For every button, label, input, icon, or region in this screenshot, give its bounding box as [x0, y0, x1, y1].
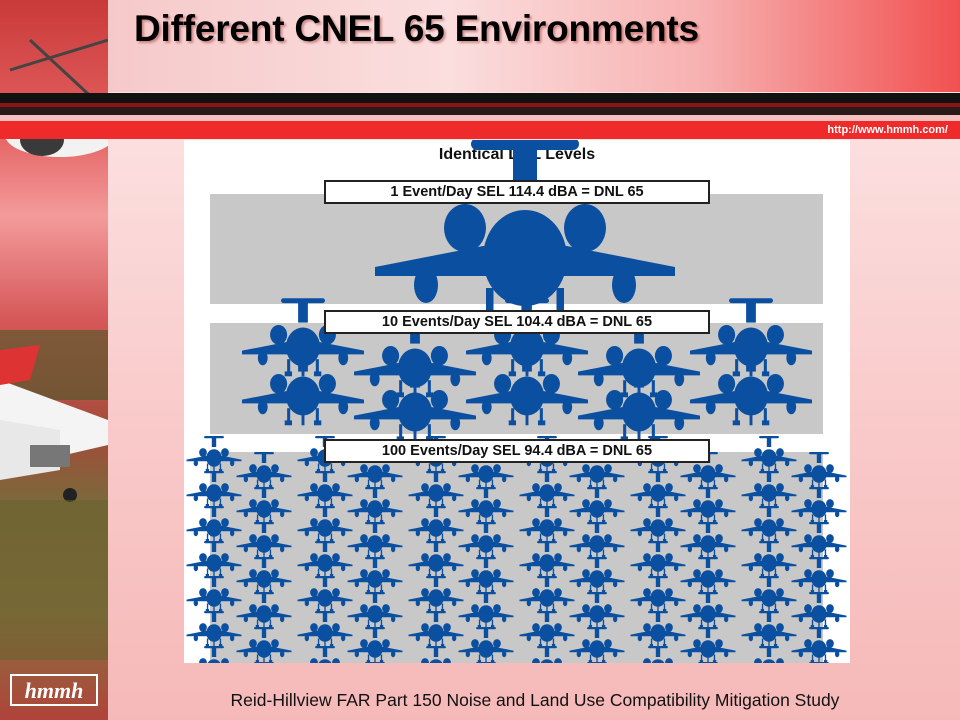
- jet-icon: [741, 541, 797, 577]
- jet-icon: [569, 662, 625, 663]
- jet-icon: [630, 471, 686, 507]
- jet-icon: [236, 662, 292, 663]
- jet-icon: [680, 487, 736, 523]
- header-band: [108, 0, 960, 92]
- jet-icon: [519, 541, 575, 577]
- dnl-figure: Identical DNL Levels: [184, 140, 850, 663]
- jet-icon: [680, 662, 736, 663]
- jet-icon: [297, 506, 353, 542]
- jet-icon: [458, 662, 514, 663]
- jet-icon: [347, 522, 403, 558]
- jet-icon: [186, 506, 242, 542]
- jet-icon: [186, 436, 242, 472]
- jet-icon: [791, 557, 847, 593]
- panel-2-label: 10 Events/Day SEL 104.4 dBA = DNL 65: [324, 310, 710, 334]
- jet-icon: [630, 506, 686, 542]
- jet-icon: [519, 576, 575, 612]
- jet-icon: [297, 611, 353, 647]
- jet-icon: [741, 646, 797, 663]
- jet-icon: [630, 576, 686, 612]
- jet-icon: [186, 576, 242, 612]
- slide-title: Different CNEL 65 Environments: [134, 8, 699, 49]
- jet-icon: [741, 576, 797, 612]
- jet-icon: [347, 557, 403, 593]
- jet-icon: [458, 487, 514, 523]
- jet-icon: [236, 522, 292, 558]
- jet-icon: [630, 646, 686, 663]
- jet-icon: [458, 522, 514, 558]
- jet-icon: [236, 557, 292, 593]
- jet-icon: [791, 522, 847, 558]
- jet-icon: [519, 471, 575, 507]
- jet-icon: [680, 557, 736, 593]
- jet-icon: [458, 592, 514, 628]
- jet-icon: [791, 662, 847, 663]
- header-stripes: [0, 93, 960, 139]
- jet-icon: [569, 522, 625, 558]
- jet-icon: [186, 471, 242, 507]
- jet-icon: [569, 592, 625, 628]
- jet-icon: [186, 611, 242, 647]
- jet-icon: [236, 487, 292, 523]
- jet-icon: [791, 452, 847, 488]
- jet-icon: [680, 522, 736, 558]
- jet-icon: [680, 592, 736, 628]
- jet-icon: [630, 611, 686, 647]
- jet-icon: [347, 487, 403, 523]
- jet-icon: [569, 557, 625, 593]
- jet-icon: [236, 452, 292, 488]
- aircraft-layer: [186, 140, 847, 663]
- jet-icon: [741, 436, 797, 472]
- jet-icon: [408, 471, 464, 507]
- jet-icon: [408, 506, 464, 542]
- jet-icon: [408, 611, 464, 647]
- jet-icon: [297, 471, 353, 507]
- jet-icon: [236, 627, 292, 663]
- jet-icon: [741, 471, 797, 507]
- jet-icon: [741, 506, 797, 542]
- website-url[interactable]: http://www.hmmh.com/: [827, 124, 948, 136]
- jet-icon: [791, 487, 847, 523]
- jet-icon: [297, 541, 353, 577]
- small-plane-icon: [0, 330, 108, 660]
- footer-study-title: Reid-Hillview FAR Part 150 Noise and Lan…: [230, 690, 840, 710]
- jet-icon: [347, 627, 403, 663]
- jet-icon: [680, 627, 736, 663]
- jet-icon: [347, 592, 403, 628]
- jet-icon: [741, 611, 797, 647]
- jet-icon: [408, 541, 464, 577]
- jet-icon: [519, 611, 575, 647]
- jet-icon: [297, 646, 353, 663]
- panel-3-label: 100 Events/Day SEL 94.4 dBA = DNL 65: [324, 439, 710, 463]
- aircraft-group-100: [186, 436, 847, 663]
- jet-icon: [458, 557, 514, 593]
- jet-icon: [569, 627, 625, 663]
- jet-icon: [236, 592, 292, 628]
- jet-icon: [186, 541, 242, 577]
- hmmh-logo: hmmh: [10, 674, 98, 706]
- jet-icon: [458, 627, 514, 663]
- panel-1-label: 1 Event/Day SEL 114.4 dBA = DNL 65: [324, 180, 710, 204]
- jet-icon: [297, 576, 353, 612]
- jet-icon: [408, 576, 464, 612]
- jet-icon: [186, 646, 242, 663]
- jet-icon: [630, 541, 686, 577]
- jet-icon: [519, 506, 575, 542]
- jet-icon: [569, 487, 625, 523]
- jet-icon: [408, 646, 464, 663]
- jet-icon: [519, 646, 575, 663]
- jet-icon: [791, 627, 847, 663]
- jet-icon: [347, 662, 403, 663]
- jet-icon: [791, 592, 847, 628]
